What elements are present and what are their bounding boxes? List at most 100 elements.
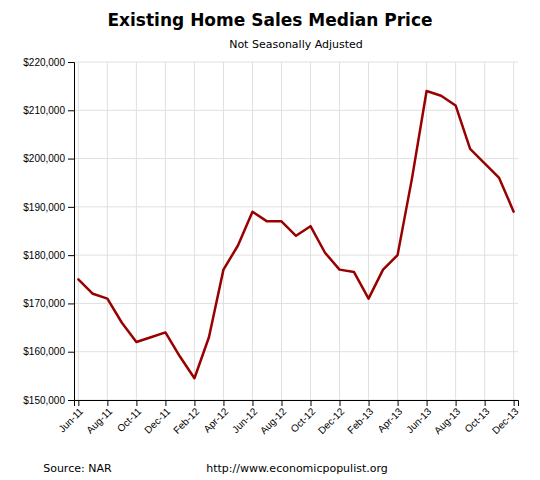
- tick-label: $200,000: [23, 153, 65, 164]
- axis-line: [68, 63, 75, 401]
- tick: Dec-11: [142, 400, 172, 436]
- tick: Aug-12: [258, 400, 289, 436]
- tick-label: Jun-11: [56, 405, 85, 434]
- grid-line: [78, 62, 79, 400]
- tick-mark: [68, 159, 74, 160]
- tick-mark: [311, 400, 312, 406]
- grid-line: [107, 62, 108, 400]
- tick-mark: [68, 207, 74, 208]
- grid-line: [74, 351, 518, 352]
- tick-mark: [68, 303, 74, 304]
- tick-mark: [107, 400, 108, 406]
- tick-mark: [68, 352, 74, 353]
- grid-line: [74, 62, 518, 63]
- tick: Dec-13: [490, 400, 521, 436]
- grid-line: [368, 62, 369, 400]
- grid: [74, 62, 518, 400]
- tick: $190,000: [23, 202, 74, 213]
- tick-label: $150,000: [23, 395, 65, 406]
- tick-mark: [485, 400, 486, 406]
- tick: $150,000: [23, 395, 74, 406]
- tick-label: Dec-12: [316, 405, 347, 436]
- grid-line: [252, 62, 253, 400]
- tick-label: Aug-11: [84, 405, 114, 435]
- grid-line: [310, 62, 311, 400]
- tick-label: Dec-11: [142, 405, 172, 435]
- tick-label: Oct-11: [115, 405, 144, 434]
- tick-label: $190,000: [23, 202, 65, 213]
- marks: [78, 91, 513, 378]
- tick: Jun-13: [404, 400, 434, 435]
- tick: Dec-12: [316, 400, 347, 436]
- annotation: http://www.economicpopulist.org: [206, 462, 388, 475]
- tick-label: $170,000: [23, 298, 65, 309]
- tick: $220,000: [23, 57, 74, 68]
- grid-line: [513, 62, 514, 400]
- tick: Oct-11: [115, 400, 144, 434]
- tick-mark: [194, 400, 195, 406]
- grid-line: [281, 62, 282, 400]
- tick-mark: [78, 400, 79, 406]
- tick-label: Aug-12: [258, 405, 289, 436]
- tick: $160,000: [23, 346, 74, 357]
- grid-line: [136, 62, 137, 400]
- tick-mark: [427, 400, 428, 406]
- grid-line: [74, 303, 518, 304]
- tick-label: Feb-13: [345, 405, 375, 435]
- tick: $200,000: [23, 153, 74, 164]
- subtitle: Not Seasonally Adjusted: [229, 38, 363, 51]
- tick: Feb-13: [345, 400, 375, 436]
- x-axis: Jun-11Aug-11Oct-11Dec-11Feb-12Apr-12Jun-…: [56, 400, 520, 436]
- grid-line: [74, 110, 518, 111]
- tick: Aug-13: [432, 400, 463, 436]
- tick-mark: [68, 110, 74, 111]
- tick-label: Feb-12: [171, 405, 201, 435]
- tick-mark: [165, 400, 166, 406]
- tick: $170,000: [23, 298, 74, 309]
- tick: Feb-12: [171, 400, 201, 436]
- title: Existing Home Sales Median Price: [107, 10, 432, 30]
- tick-mark: [252, 400, 253, 406]
- tick: $180,000: [23, 250, 74, 261]
- tick: Jun-12: [230, 400, 260, 435]
- tick-mark: [68, 62, 74, 63]
- tick-mark: [340, 400, 341, 406]
- tick: Oct-13: [462, 400, 491, 435]
- tick-label: Dec-13: [490, 405, 521, 436]
- tick-mark: [398, 400, 399, 406]
- tick: Jun-11: [56, 400, 85, 435]
- tick-label: Oct-13: [462, 405, 491, 434]
- tick-label: Aug-13: [432, 405, 463, 436]
- grid-line: [194, 62, 195, 400]
- grid-line: [484, 62, 485, 400]
- grid-line: [74, 206, 518, 207]
- tick: Apr-13: [375, 400, 404, 435]
- grid-line: [339, 62, 340, 400]
- tick-mark: [514, 400, 515, 406]
- grid-line: [223, 62, 224, 400]
- axis-line: [75, 401, 519, 407]
- tick-label: $210,000: [23, 105, 65, 116]
- y-axis: $150,000 $160,000 $170,000 $180,000 $190,000…: [23, 57, 74, 406]
- tick: Aug-11: [84, 400, 114, 436]
- tick-label: Oct-12: [288, 405, 317, 434]
- chart: Existing Home Sales Median Price Not Seas…: [0, 0, 540, 480]
- tick-label: Apr-12: [201, 405, 230, 434]
- tick-label: Jun-12: [230, 405, 260, 435]
- grid-line: [455, 62, 456, 400]
- tick-label: $160,000: [23, 346, 65, 357]
- tick: $210,000: [23, 105, 74, 116]
- annotation: Source: NAR: [43, 462, 112, 475]
- tick: Apr-12: [201, 400, 230, 435]
- tick-label: Jun-13: [404, 405, 434, 435]
- tick-label: Apr-13: [375, 405, 404, 434]
- plot: $150,000 $160,000 $170,000 $180,000 $190,000…: [23, 57, 521, 437]
- grid-line: [426, 62, 427, 400]
- tick: Oct-12: [288, 400, 317, 435]
- tick-mark: [223, 400, 224, 406]
- tick-label: $180,000: [23, 250, 65, 261]
- tick-mark: [281, 400, 282, 406]
- tick-mark: [369, 400, 370, 406]
- tick-mark: [68, 400, 74, 401]
- grid-line: [74, 255, 518, 256]
